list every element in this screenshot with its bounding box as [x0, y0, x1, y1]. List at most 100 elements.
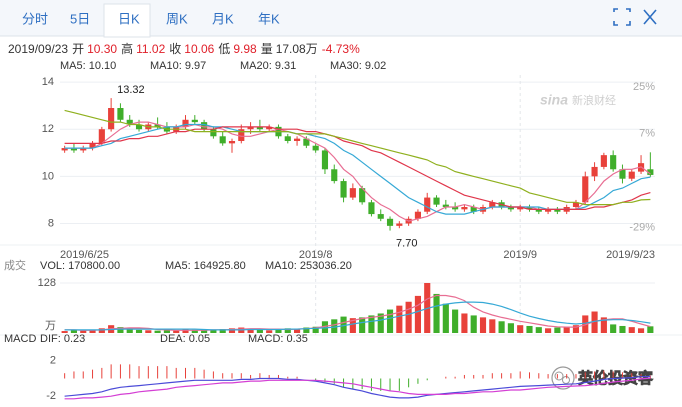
candle-body [70, 148, 78, 151]
line [64, 301, 651, 331]
candle-body [424, 197, 431, 212]
legend-entry: MA10: 253036.20 [265, 260, 352, 272]
tab[interactable]: 5日 [70, 11, 90, 26]
tab[interactable]: 月K [212, 11, 234, 26]
candle-body [554, 209, 561, 212]
y-tick-label: 10 [42, 170, 54, 182]
candle-body [414, 211, 421, 219]
close-icon[interactable] [643, 9, 657, 25]
panel-title: 成交 [4, 258, 26, 272]
quote-value: 10.06 [184, 42, 214, 56]
volume-bar [359, 317, 366, 333]
volume-bar [470, 315, 477, 333]
y-tick-label: -2 [46, 390, 56, 402]
volume-bar [340, 316, 347, 333]
volume-bar [228, 328, 236, 333]
volume-bar [368, 315, 375, 333]
volume-bar [256, 329, 263, 333]
candle-body [535, 209, 542, 212]
y2-tick-label: -29% [629, 221, 655, 233]
candle-body [396, 223, 403, 226]
quote-label: 低 [218, 42, 230, 56]
volume-bar [507, 323, 514, 333]
watermark-site: 新浪财经 [572, 93, 616, 107]
volume-bar [331, 319, 338, 333]
candle-body [386, 218, 394, 226]
candle-body [349, 188, 356, 198]
candle-body [219, 136, 226, 144]
legend-entry: DEA: 0.05 [160, 333, 210, 345]
volume-bar [312, 326, 319, 333]
candle-body [545, 209, 552, 212]
candle-body [526, 207, 533, 210]
volume-bar [303, 327, 310, 333]
panel-title: MACD [4, 333, 36, 345]
quote-change: -4.73% [322, 42, 360, 56]
volume-bar [191, 329, 198, 333]
candle-body [340, 181, 347, 198]
line [64, 377, 651, 400]
candle-body [470, 207, 477, 212]
candle-body [359, 188, 366, 203]
volume-bar [572, 325, 580, 333]
legend-entry: DIF: 0.23 [40, 333, 85, 345]
volume-bar [461, 313, 468, 333]
volume-bar [600, 317, 607, 333]
volume-bar [201, 330, 208, 333]
tab[interactable]: 周K [166, 11, 188, 26]
volume-bar [396, 305, 403, 333]
quote-date: 2019/09/23 [8, 42, 68, 56]
volume-bar [126, 329, 133, 333]
x-tick-label: 2019/9 [503, 249, 537, 261]
volume-bar [405, 301, 412, 333]
candle-body [452, 207, 459, 210]
candle-body [210, 129, 217, 137]
legend-entry: MACD: 0.35 [248, 333, 308, 345]
volume-bar [414, 295, 421, 333]
candle-body [89, 143, 96, 149]
tab[interactable]: 分时 [22, 11, 48, 26]
quote-value: 9.98 [233, 42, 257, 56]
candle-body [80, 148, 87, 151]
tab[interactable]: 日K [118, 11, 140, 26]
legend-entry: VOL: 170800.00 [40, 260, 120, 272]
volume-bar [647, 326, 654, 333]
candle-body [98, 129, 105, 144]
candle-body [619, 169, 626, 179]
candle-body [135, 124, 143, 130]
candle-body [647, 169, 654, 175]
y-tick-label: 2 [50, 355, 56, 367]
volume-bar [154, 330, 161, 333]
volume-bar [535, 327, 542, 333]
volume-bar [628, 327, 635, 333]
volume-bar [135, 329, 143, 333]
candle-body [610, 155, 617, 170]
tab-bar [0, 0, 682, 36]
candle-body [294, 138, 301, 141]
candle-body [321, 150, 329, 170]
quote-label: 开 [72, 42, 84, 56]
line [64, 109, 651, 206]
candle-body [582, 176, 589, 203]
unit-label: 万 [45, 320, 56, 332]
volume-bar [173, 330, 180, 333]
extreme-label: 13.32 [117, 84, 145, 96]
candle-body [600, 155, 607, 167]
volume-bar [545, 328, 552, 333]
extreme-label: 7.70 [396, 237, 417, 249]
candle-body [61, 148, 68, 151]
quote-label: 收 [169, 42, 181, 56]
volume-bar [61, 331, 68, 333]
candle-body [228, 141, 236, 144]
candle-body [126, 119, 133, 125]
candle-body [182, 119, 189, 127]
candle-body [331, 169, 338, 182]
volume-bar [89, 330, 96, 333]
x-tick-label: 2019/9/23 [606, 249, 655, 261]
volume-bar [452, 309, 459, 333]
fullscreen-icon[interactable] [613, 8, 631, 26]
legend-entry: MA20: 9.31 [240, 60, 296, 72]
candle-body [256, 126, 263, 130]
tab[interactable]: 年K [258, 11, 280, 26]
